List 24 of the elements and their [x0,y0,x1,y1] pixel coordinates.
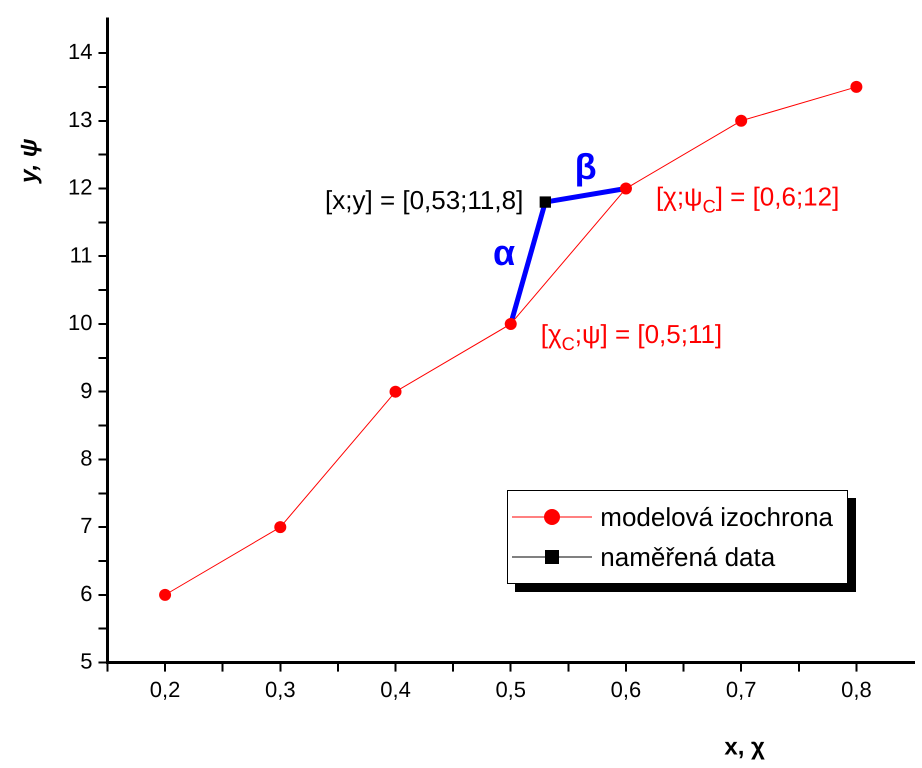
series-label: β [574,146,597,188]
annotation: [x;y] = [0,53;11,8] [325,185,524,216]
series-label: α [492,232,516,273]
y-tick-label: 6 [80,580,92,606]
x-tick-label: 0,5 [495,676,526,702]
x-tick-label: 0,7 [726,676,756,702]
y-tick-label: 12 [68,174,92,200]
y-tick-label: 13 [68,106,92,132]
y-tick-label: 10 [68,310,92,336]
y-tick-label: 14 [68,39,92,64]
x-tick-label: 0,6 [610,676,642,702]
y-tick-label: 11 [70,242,92,268]
x-axis-title: x, χ [724,734,766,761]
x-tick-label: 0,4 [380,676,411,702]
y-tick-label: 7 [80,513,92,538]
y-axis-title: y, ψ [16,138,43,184]
x-tick-label: 0,8 [841,676,872,702]
y-tick-label: 9 [80,378,92,403]
x-tick-label: 0,2 [150,676,180,702]
y-tick-label: 5 [80,648,92,674]
x-tick-label: 0,3 [265,676,296,702]
legend-label: naměřená data [600,542,776,572]
legend-label: modelová izochrona [600,502,833,532]
y-tick-label: 8 [80,445,92,470]
